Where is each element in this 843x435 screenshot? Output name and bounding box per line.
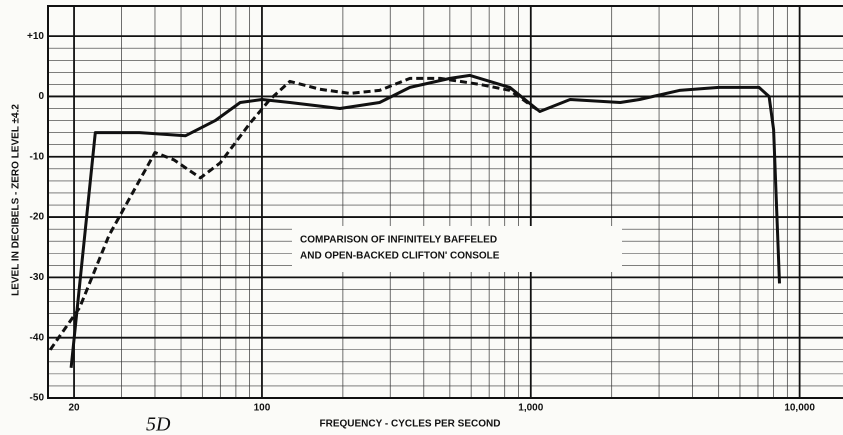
response-curve [48, 76, 541, 351]
handwritten-note: 5D [146, 414, 171, 435]
y-tick-label: -30 [30, 272, 45, 283]
y-tick-label: 0 [38, 91, 44, 102]
plot-frame [47, 5, 843, 399]
y-tick-label: -10 [30, 151, 45, 162]
x-tick-label: 10,000 [784, 403, 815, 414]
y-tick-label: +10 [27, 31, 44, 42]
annotation-box [292, 226, 622, 272]
x-tick-label: 1,000 [518, 403, 543, 414]
response-curve [69, 73, 781, 368]
annotation: COMPARISON OF INFINITELY BAFFELED [300, 235, 497, 246]
y-tick-label: -50 [30, 393, 45, 404]
x-tick-label: 100 [254, 403, 271, 414]
annotation: AND OPEN-BACKED CLIFTON' CONSOLE [300, 251, 500, 262]
x-tick-label: 20 [68, 403, 80, 414]
y-axis-label: LEVEL IN DECIBELS - ZERO LEVEL ±4.2 [11, 104, 22, 296]
x-axis-label: FREQUENCY - CYCLES PER SECOND [320, 419, 501, 430]
y-tick-label: -20 [30, 212, 45, 223]
y-tick-label: -40 [30, 332, 45, 343]
